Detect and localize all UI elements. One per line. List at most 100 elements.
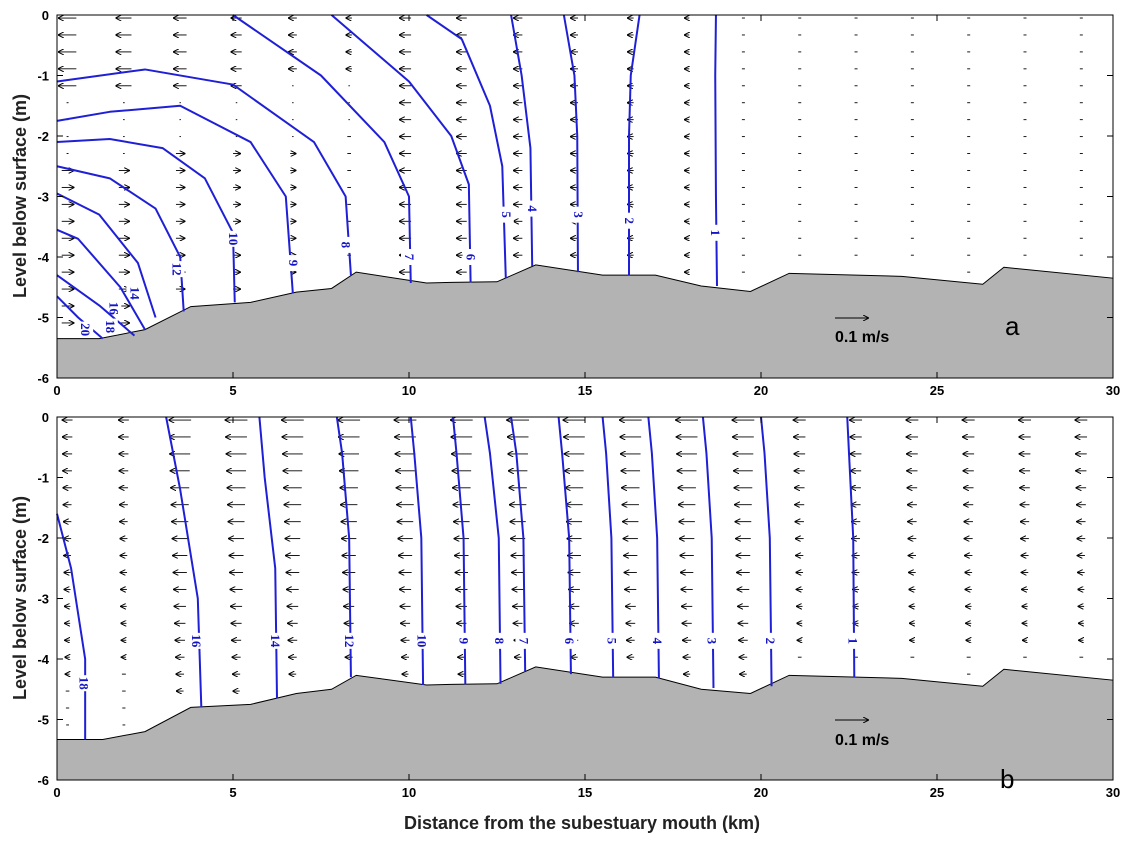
ticks-b: 0 5 10 15 20 25 300-1-2-3-4-5-6 xyxy=(37,410,1120,800)
bed-profile-b xyxy=(56,666,1114,781)
contour-label-bg xyxy=(649,632,666,649)
contour-label-bg xyxy=(490,632,507,649)
contour-label-bg xyxy=(401,249,417,265)
x-tick-label: 30 xyxy=(1106,785,1120,800)
contour-line-6 xyxy=(330,14,472,283)
contour-label-8: 8 xyxy=(492,638,507,645)
contour-line-5 xyxy=(426,14,507,279)
contour-label-10: 10 xyxy=(414,634,429,647)
contour-label-9: 9 xyxy=(457,638,472,645)
contour-label-14: 14 xyxy=(268,634,283,648)
x-tick-label: 10 xyxy=(402,383,416,398)
y-tick-label: -3 xyxy=(37,190,49,205)
contour-label-7: 7 xyxy=(516,638,531,645)
contour-label-3: 3 xyxy=(705,638,720,645)
x-tick-label: 30 xyxy=(1106,383,1120,398)
contour-label-1: 1 xyxy=(708,230,723,237)
y-tick-label: 0 xyxy=(42,410,49,425)
contour-label-16: 16 xyxy=(106,302,121,316)
contour-label-bg xyxy=(126,285,143,302)
xlabel-b: Distance from the subestuary mouth (km) xyxy=(404,813,760,833)
contour-line-16 xyxy=(56,228,146,331)
contour-line-9 xyxy=(452,416,467,685)
contour-line-5 xyxy=(601,416,615,678)
y-tick-label: -6 xyxy=(37,773,49,788)
contour-label-bg xyxy=(561,632,578,649)
contour-label-bg xyxy=(413,632,430,649)
bed-profile-a xyxy=(56,264,1114,379)
contour-line-4 xyxy=(647,416,660,679)
x-tick-label: 15 xyxy=(578,383,592,398)
contour-line-2 xyxy=(760,416,773,687)
y-tick-label: -1 xyxy=(37,471,49,486)
contour-label-bg xyxy=(188,632,205,649)
panel-letter-a: a xyxy=(1005,311,1020,341)
contour-line-8 xyxy=(483,416,502,684)
x-tick-label: 20 xyxy=(754,383,768,398)
contour-label-bg xyxy=(75,675,92,692)
x-tick-label: 25 xyxy=(930,383,944,398)
contour-label-bg xyxy=(267,632,284,649)
y-tick-label: -2 xyxy=(37,129,49,144)
contour-label-14: 14 xyxy=(127,287,142,301)
contour-label-bg xyxy=(524,200,541,217)
contour-line-20 xyxy=(56,295,104,340)
x-tick-label: 0 xyxy=(53,785,60,800)
contour-line-6 xyxy=(557,416,572,675)
contour-line-14 xyxy=(56,192,157,318)
contour-line-1 xyxy=(846,416,856,678)
contour-label-8: 8 xyxy=(339,242,354,249)
y-tick-label: -1 xyxy=(37,69,49,84)
contour-line-10 xyxy=(56,138,236,303)
contour-line-7 xyxy=(232,14,412,284)
contour-label-bg xyxy=(101,318,118,335)
contour-label-bg xyxy=(703,632,720,649)
contour-label-2: 2 xyxy=(622,217,637,224)
contour-label-bg xyxy=(462,249,479,265)
scale-arrow-b: 0.1 m/s xyxy=(835,720,889,749)
contour-label-6: 6 xyxy=(464,254,479,261)
contour-label-bg xyxy=(341,632,358,649)
y-tick-label: -5 xyxy=(37,713,49,728)
contour-label-6: 6 xyxy=(562,638,577,645)
ticks-a: 0 5 10 15 20 25 300-1-2-3-4-5-6 xyxy=(37,8,1120,398)
y-tick-label: -3 xyxy=(37,592,49,607)
contour-label-12: 12 xyxy=(170,263,185,276)
contour-label-bg xyxy=(569,206,586,223)
contour-line-14 xyxy=(258,416,278,699)
contour-label-bg xyxy=(337,236,354,253)
contour-label-bg xyxy=(168,261,185,278)
contour-label-2: 2 xyxy=(763,638,778,645)
y-tick-label: -5 xyxy=(37,311,49,326)
panel-letter-b: b xyxy=(1000,764,1014,794)
x-tick-label: 10 xyxy=(402,785,416,800)
contour-label-18: 18 xyxy=(76,677,91,691)
contour-label-18: 18 xyxy=(103,320,118,334)
y-tick-label: -4 xyxy=(37,652,49,667)
contour-label-bg xyxy=(77,321,94,338)
contour-label-5: 5 xyxy=(499,211,514,218)
x-tick-label: 0 xyxy=(53,383,60,398)
contour-label-bg xyxy=(105,300,122,317)
contour-line-3 xyxy=(562,14,579,273)
contour-label-bg xyxy=(225,230,241,247)
scale-arrow-label-b: 0.1 m/s xyxy=(835,732,889,749)
x-tick-label: 25 xyxy=(930,785,944,800)
contour-label-bg xyxy=(455,632,472,649)
contour-line-10 xyxy=(409,416,425,686)
contour-line-9 xyxy=(56,104,294,294)
ylabel-a: Level below surface (m) xyxy=(10,94,30,298)
contour-label-bg xyxy=(844,632,861,649)
contour-line-12 xyxy=(335,416,352,678)
contour-line-18 xyxy=(56,274,136,337)
contour-label-3: 3 xyxy=(571,211,586,218)
x-tick-label: 5 xyxy=(229,785,236,800)
velocity-arrows-b xyxy=(63,420,1088,726)
contour-label-9: 9 xyxy=(286,260,301,267)
contour-line-4 xyxy=(510,14,534,267)
